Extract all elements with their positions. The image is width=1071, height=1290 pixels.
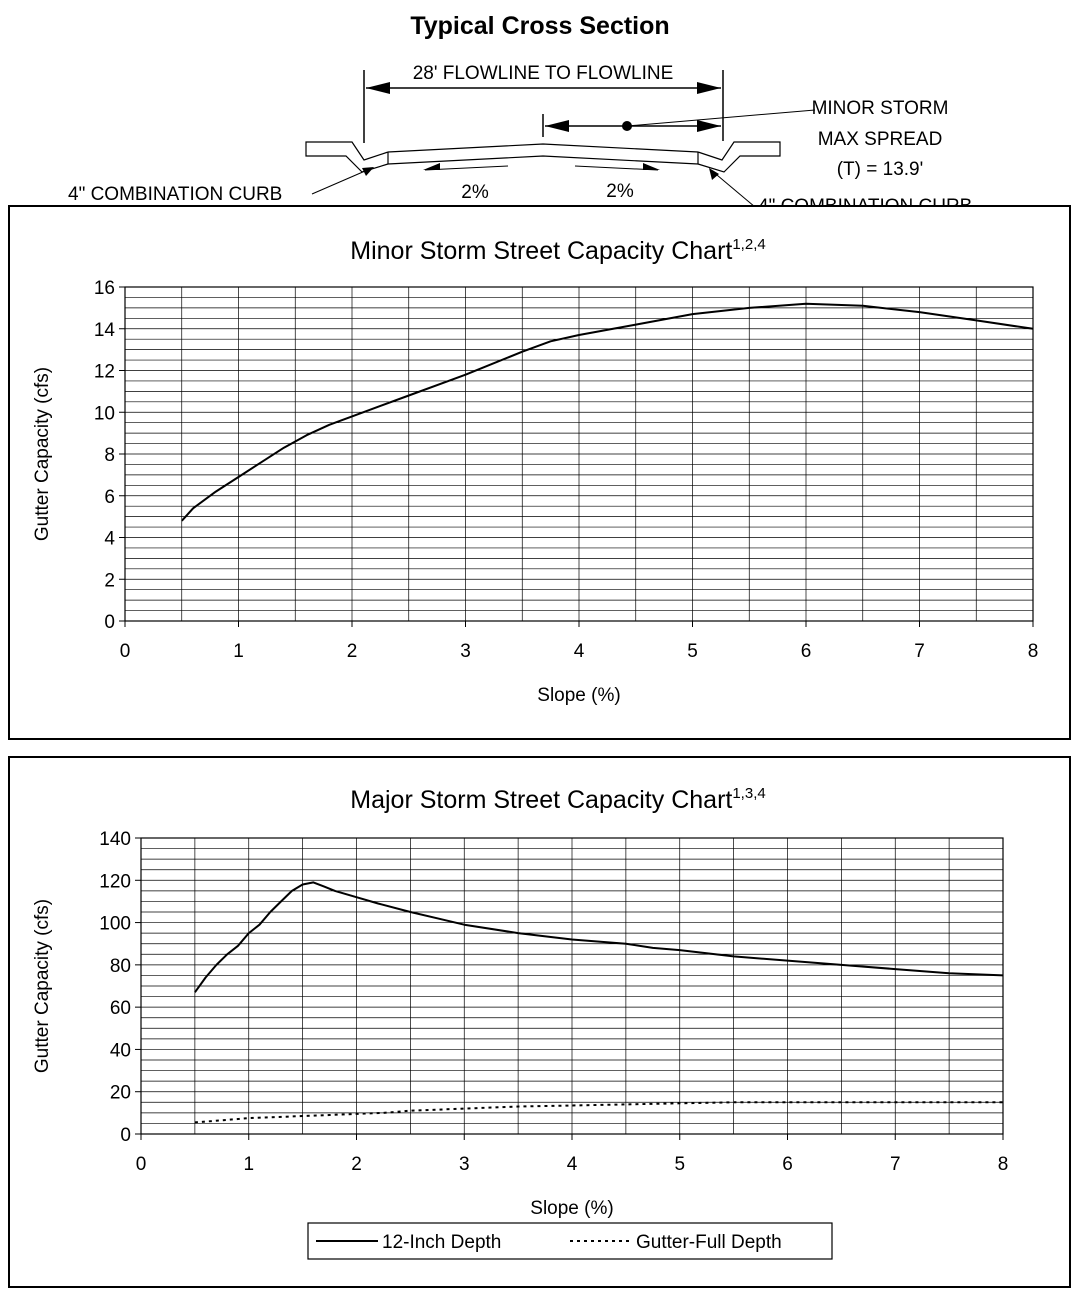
x-tick-label: 3	[460, 641, 471, 662]
x-tick-label: 8	[1028, 641, 1039, 662]
flowline-label: 28' FLOWLINE TO FLOWLINE	[413, 63, 674, 84]
spread-arrow-left	[545, 120, 569, 132]
slope-left-arrowhead	[423, 163, 440, 170]
x-tick-label: 1	[243, 1154, 254, 1175]
y-axis-label: Gutter Capacity (cfs)	[32, 367, 53, 541]
x-tick-label: 4	[574, 641, 585, 662]
chart-title-superscript: 1,2,4	[732, 236, 765, 253]
slope-right-label: 2%	[606, 181, 634, 202]
x-tick-label: 5	[687, 641, 698, 662]
series-line-12-inch-depth	[194, 881, 1004, 993]
x-tick-label: 7	[890, 1154, 901, 1175]
x-axis-label: Slope (%)	[530, 1198, 613, 1219]
chart-title: Major Storm Street Capacity Chart1,3,4	[350, 785, 765, 814]
x-tick-label: 0	[136, 1154, 147, 1175]
x-tick-label: 3	[459, 1154, 470, 1175]
x-tick-label: 7	[914, 641, 925, 662]
y-axis-label: Gutter Capacity (cfs)	[32, 899, 53, 1073]
y-tick-label: 12	[94, 362, 115, 383]
flowline-arrow-left	[366, 82, 390, 94]
major-storm-chart: Major Storm Street Capacity Chart1,3,4 0 2…	[32, 785, 1009, 1260]
slope-right-arrowhead	[643, 163, 660, 170]
curb-left-shape	[305, 141, 389, 173]
curb-right-leader	[710, 169, 754, 205]
spread-leader	[626, 109, 816, 127]
x-tick-label: 2	[347, 641, 358, 662]
spread-label-line1: MINOR STORM	[812, 98, 949, 119]
cross-section-diagram: Typical Cross Section 28' FLOWLINE TO FL…	[68, 12, 972, 205]
y-tick-label: 4	[104, 529, 115, 550]
spread-arrow-right	[697, 120, 721, 132]
y-tick-label: 140	[99, 829, 131, 850]
legend-label: Gutter-Full Depth	[636, 1232, 782, 1253]
spread-label-line3: (T) = 13.9'	[837, 159, 924, 180]
y-tick-label: 8	[104, 445, 115, 466]
y-tick-label: 0	[120, 1125, 131, 1146]
x-tick-label: 8	[998, 1154, 1009, 1175]
chart-title-superscript: 1,3,4	[732, 785, 765, 802]
y-tick-label: 100	[99, 914, 131, 935]
curb-left-leader	[311, 167, 373, 195]
y-tick-label: 14	[94, 320, 116, 341]
series-line-gutter-full-depth	[194, 1101, 1003, 1124]
cross-section-title: Typical Cross Section	[410, 12, 669, 40]
y-tick-label: 0	[104, 612, 115, 633]
road-surface-top	[387, 143, 699, 153]
x-tick-label: 5	[674, 1154, 685, 1175]
legend-label: 12-Inch Depth	[382, 1232, 501, 1253]
curb-left-label: 4" COMBINATION CURB	[68, 184, 282, 205]
y-tick-label: 16	[94, 278, 115, 299]
curb-right-shape	[697, 141, 781, 173]
y-tick-label: 10	[94, 403, 115, 424]
road-surface-bottom	[387, 155, 699, 165]
chart-title: Minor Storm Street Capacity Chart1,2,4	[350, 236, 765, 265]
spread-label-line2: MAX SPREAD	[818, 129, 943, 150]
x-tick-label: 6	[801, 641, 812, 662]
y-tick-label: 80	[110, 956, 131, 977]
curb-left-arrowhead	[362, 167, 374, 176]
x-tick-label: 0	[120, 641, 131, 662]
y-tick-label: 2	[104, 570, 115, 591]
x-axis-label: Slope (%)	[537, 685, 620, 706]
curb-right-arrowhead	[709, 168, 719, 180]
y-tick-label: 40	[110, 1040, 131, 1061]
minor-storm-chart-panel: Minor Storm Street Capacity Chart1,2,4 0 2…	[8, 205, 1071, 740]
chart-title-text: Minor Storm Street Capacity Chart	[350, 237, 732, 265]
slope-left-label: 2%	[461, 182, 489, 203]
major-storm-chart-panel: Major Storm Street Capacity Chart1,3,4 0 2…	[8, 756, 1071, 1288]
x-tick-label: 6	[782, 1154, 793, 1175]
curb-right-label: 4" COMBINATION CURB	[758, 196, 972, 205]
x-tick-label: 1	[233, 641, 244, 662]
flowline-arrow-right	[697, 82, 721, 94]
y-tick-label: 120	[99, 871, 131, 892]
y-tick-label: 6	[104, 487, 115, 508]
x-tick-label: 4	[567, 1154, 578, 1175]
chart-title-text: Major Storm Street Capacity Chart	[350, 786, 732, 814]
series-line-0	[181, 302, 1034, 522]
minor-storm-chart: Minor Storm Street Capacity Chart1,2,4 0 2…	[32, 236, 1039, 706]
y-tick-label: 20	[110, 1083, 131, 1104]
y-tick-label: 60	[110, 998, 131, 1019]
x-tick-label: 2	[351, 1154, 362, 1175]
